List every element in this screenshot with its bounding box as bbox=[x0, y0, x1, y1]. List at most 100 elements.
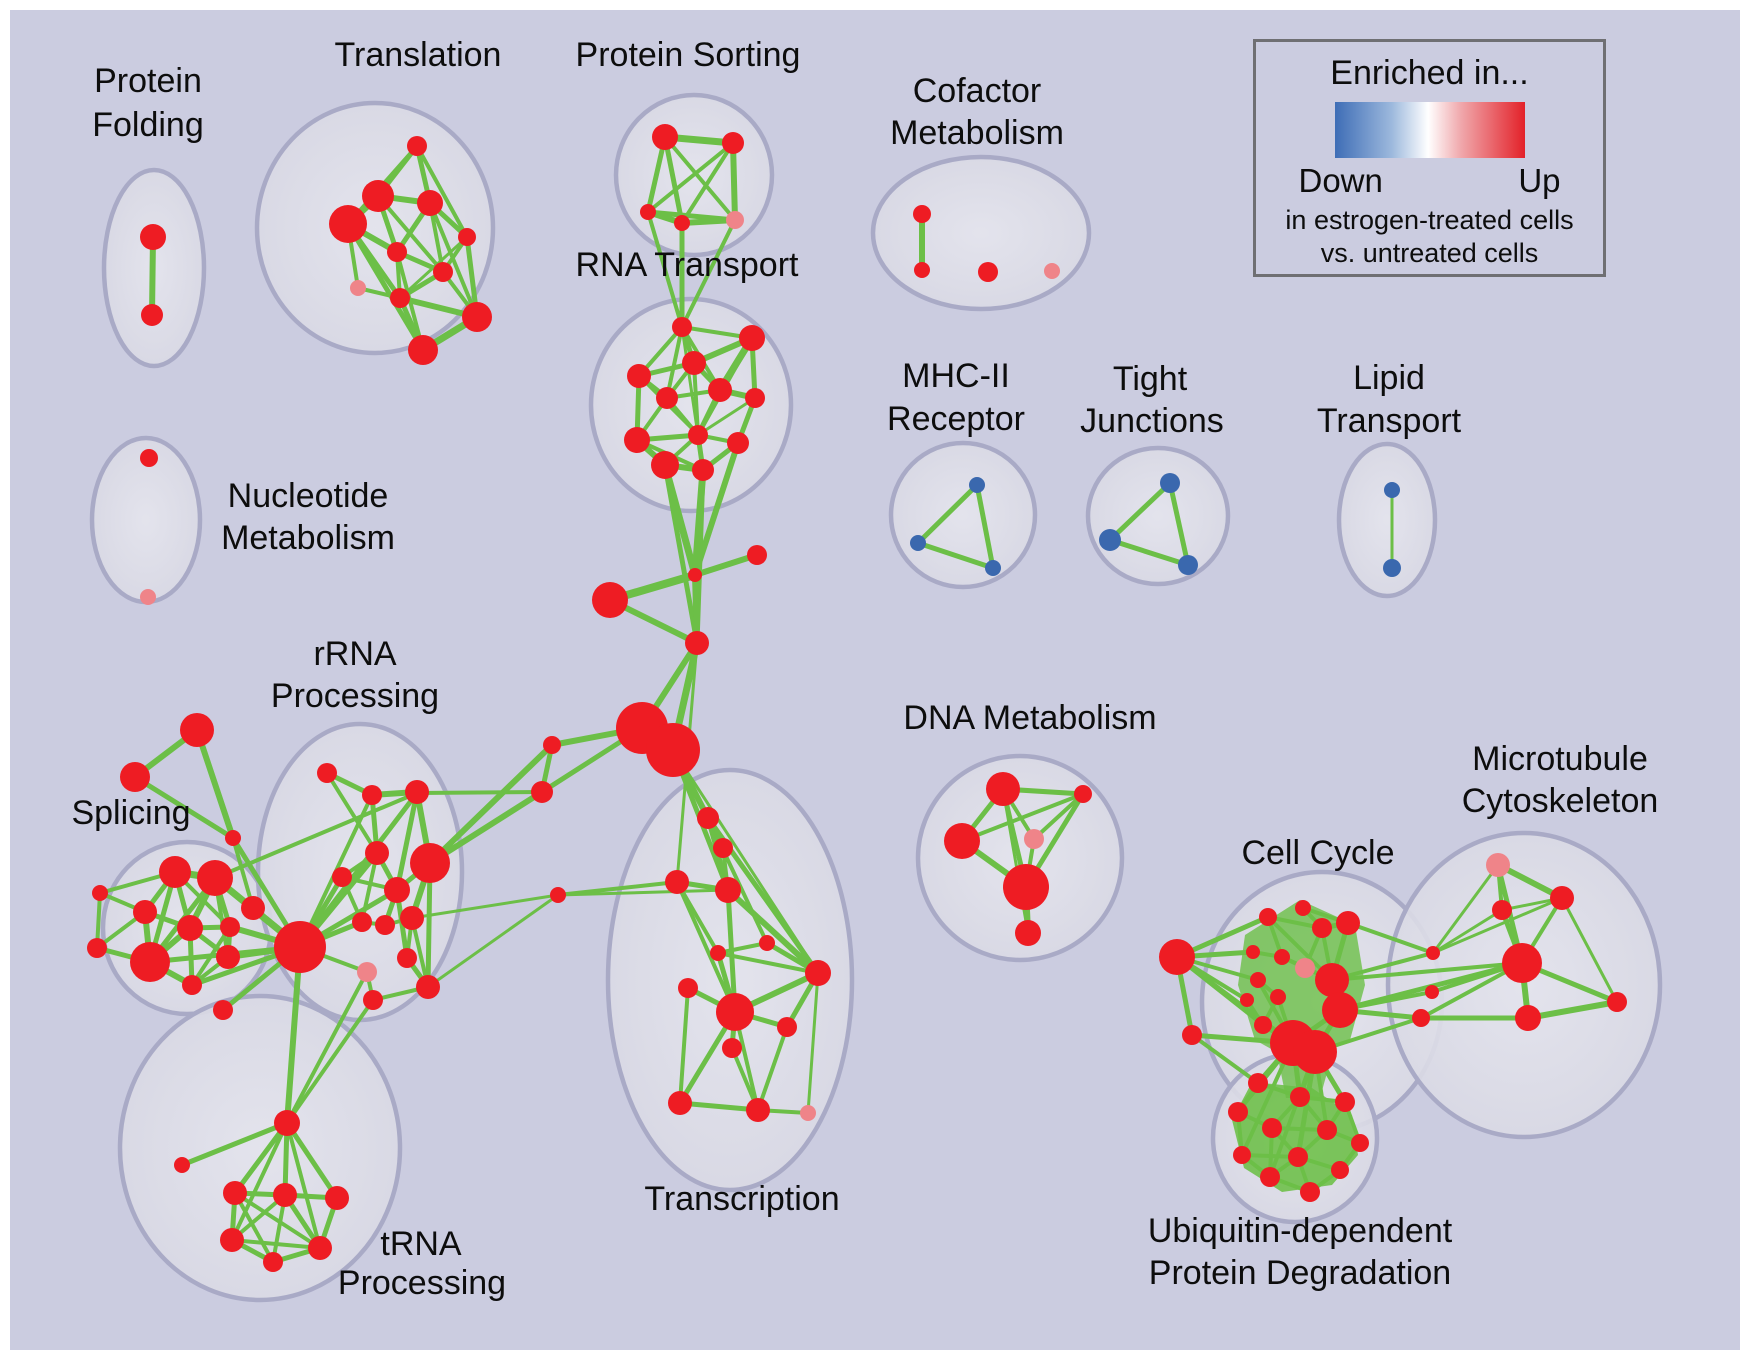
node-124[interactable] bbox=[1254, 1016, 1272, 1034]
node-9[interactable] bbox=[350, 280, 366, 296]
node-37[interactable] bbox=[531, 781, 553, 803]
node-35[interactable] bbox=[646, 723, 700, 777]
node-60[interactable] bbox=[985, 560, 1001, 576]
node-118[interactable] bbox=[1246, 945, 1260, 959]
node-59[interactable] bbox=[910, 535, 926, 551]
node-137[interactable] bbox=[1515, 1005, 1541, 1031]
node-57[interactable] bbox=[1044, 263, 1060, 279]
node-130[interactable] bbox=[1425, 985, 1439, 999]
node-8[interactable] bbox=[433, 262, 453, 282]
node-97[interactable] bbox=[213, 1000, 233, 1020]
node-101[interactable] bbox=[273, 1183, 297, 1207]
node-123[interactable] bbox=[1240, 993, 1254, 1007]
node-53[interactable] bbox=[800, 1105, 816, 1121]
node-107[interactable] bbox=[1074, 785, 1092, 803]
node-77[interactable] bbox=[130, 942, 170, 982]
node-65[interactable] bbox=[1383, 559, 1401, 577]
node-129[interactable] bbox=[1426, 946, 1440, 960]
node-22[interactable] bbox=[656, 387, 678, 409]
node-132[interactable] bbox=[1486, 853, 1510, 877]
node-26[interactable] bbox=[688, 425, 708, 445]
node-51[interactable] bbox=[668, 1091, 692, 1115]
node-119[interactable] bbox=[1274, 949, 1290, 965]
node-90[interactable] bbox=[352, 912, 372, 932]
node-117[interactable] bbox=[1336, 911, 1360, 935]
node-1[interactable] bbox=[141, 304, 163, 326]
node-100[interactable] bbox=[223, 1181, 247, 1205]
node-55[interactable] bbox=[914, 262, 930, 278]
node-14[interactable] bbox=[722, 132, 744, 154]
node-110[interactable] bbox=[1003, 864, 1049, 910]
node-36[interactable] bbox=[543, 736, 561, 754]
node-12[interactable] bbox=[408, 335, 438, 365]
node-76[interactable] bbox=[220, 917, 240, 937]
node-49[interactable] bbox=[777, 1017, 797, 1037]
node-17[interactable] bbox=[726, 211, 744, 229]
node-106[interactable] bbox=[986, 772, 1020, 806]
node-141[interactable] bbox=[1228, 1102, 1248, 1122]
node-88[interactable] bbox=[384, 877, 410, 903]
node-62[interactable] bbox=[1099, 529, 1121, 551]
node-143[interactable] bbox=[1317, 1120, 1337, 1140]
node-134[interactable] bbox=[1492, 900, 1512, 920]
node-112[interactable] bbox=[1159, 939, 1195, 975]
node-7[interactable] bbox=[458, 228, 476, 246]
node-98[interactable] bbox=[274, 1110, 300, 1136]
node-66[interactable] bbox=[140, 449, 158, 467]
node-79[interactable] bbox=[182, 975, 202, 995]
node-111[interactable] bbox=[1015, 920, 1041, 946]
node-139[interactable] bbox=[1290, 1087, 1310, 1107]
node-25[interactable] bbox=[624, 427, 650, 453]
node-47[interactable] bbox=[678, 978, 698, 998]
node-103[interactable] bbox=[220, 1228, 244, 1252]
node-72[interactable] bbox=[197, 860, 233, 896]
node-52[interactable] bbox=[746, 1098, 770, 1122]
node-74[interactable] bbox=[92, 885, 108, 901]
node-61[interactable] bbox=[1160, 473, 1180, 493]
node-6[interactable] bbox=[387, 242, 407, 262]
node-147[interactable] bbox=[1331, 1161, 1349, 1179]
node-31[interactable] bbox=[592, 582, 628, 618]
node-67[interactable] bbox=[140, 589, 156, 605]
node-44[interactable] bbox=[759, 935, 775, 951]
node-148[interactable] bbox=[1260, 1167, 1280, 1187]
node-131[interactable] bbox=[1412, 1009, 1430, 1027]
node-69[interactable] bbox=[120, 762, 150, 792]
node-20[interactable] bbox=[627, 364, 651, 388]
node-19[interactable] bbox=[739, 325, 765, 351]
node-39[interactable] bbox=[697, 807, 719, 829]
node-99[interactable] bbox=[174, 1157, 190, 1173]
node-58[interactable] bbox=[969, 477, 985, 493]
node-114[interactable] bbox=[1259, 908, 1277, 926]
node-56[interactable] bbox=[978, 262, 998, 282]
node-0[interactable] bbox=[140, 224, 166, 250]
node-102[interactable] bbox=[325, 1186, 349, 1210]
node-113[interactable] bbox=[1182, 1025, 1202, 1045]
node-108[interactable] bbox=[1024, 829, 1044, 849]
node-43[interactable] bbox=[550, 887, 566, 903]
node-29[interactable] bbox=[692, 459, 714, 481]
node-105[interactable] bbox=[263, 1252, 283, 1272]
node-27[interactable] bbox=[727, 432, 749, 454]
node-95[interactable] bbox=[363, 990, 383, 1010]
node-42[interactable] bbox=[715, 877, 741, 903]
node-64[interactable] bbox=[1384, 482, 1400, 498]
node-11[interactable] bbox=[462, 302, 492, 332]
node-32[interactable] bbox=[747, 545, 767, 565]
node-109[interactable] bbox=[944, 823, 980, 859]
node-81[interactable] bbox=[241, 896, 265, 920]
node-84[interactable] bbox=[362, 785, 382, 805]
node-122[interactable] bbox=[1270, 989, 1286, 1005]
node-115[interactable] bbox=[1295, 900, 1311, 916]
node-85[interactable] bbox=[405, 780, 429, 804]
node-73[interactable] bbox=[133, 900, 157, 924]
node-15[interactable] bbox=[640, 204, 656, 220]
node-93[interactable] bbox=[357, 962, 377, 982]
node-144[interactable] bbox=[1351, 1134, 1369, 1152]
node-2[interactable] bbox=[407, 136, 427, 156]
node-23[interactable] bbox=[708, 378, 732, 402]
node-92[interactable] bbox=[400, 906, 424, 930]
node-16[interactable] bbox=[674, 215, 690, 231]
node-121[interactable] bbox=[1250, 972, 1266, 988]
node-78[interactable] bbox=[87, 938, 107, 958]
